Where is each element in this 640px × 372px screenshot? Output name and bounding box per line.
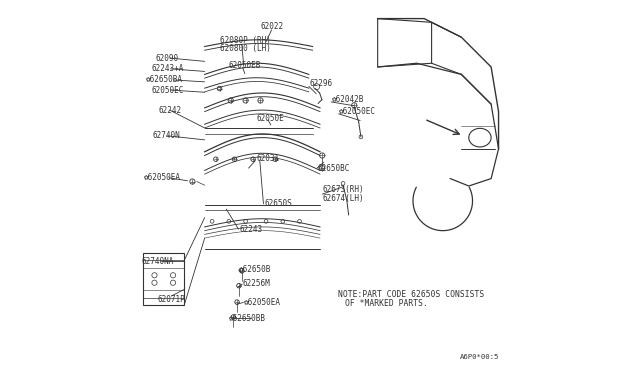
Text: A6P0*00:5: A6P0*00:5 <box>460 354 499 360</box>
Text: 62050E: 62050E <box>256 114 284 123</box>
Text: 62243: 62243 <box>239 225 262 234</box>
Text: 62050EC: 62050EC <box>151 86 184 94</box>
Text: 62243+A: 62243+A <box>151 64 184 73</box>
Text: ✿62650B: ✿62650B <box>239 265 271 274</box>
Text: ✿62050EA: ✿62050EA <box>244 298 281 307</box>
Text: 62650S: 62650S <box>264 199 292 208</box>
Text: ✿62650BB: ✿62650BB <box>228 314 266 323</box>
Text: 62673(RH): 62673(RH) <box>323 185 365 194</box>
Text: ✿62650BA: ✿62650BA <box>146 76 183 84</box>
Text: 62080P (RH): 62080P (RH) <box>220 36 271 45</box>
Text: 62740N: 62740N <box>152 131 180 140</box>
Text: ✿62050EC: ✿62050EC <box>339 107 376 116</box>
Text: ✿62050EA: ✿62050EA <box>143 173 180 182</box>
Text: OF *MARKED PARTS.: OF *MARKED PARTS. <box>346 299 428 308</box>
Text: 62650BC: 62650BC <box>318 164 350 173</box>
Text: 62242: 62242 <box>158 106 181 115</box>
Bar <box>143 253 184 305</box>
Text: 62674(LH): 62674(LH) <box>323 194 365 203</box>
Text: 62050EB: 62050EB <box>229 61 261 70</box>
Text: 62296: 62296 <box>310 79 333 88</box>
Text: 62740NA: 62740NA <box>141 257 174 266</box>
Text: 620800 (LH): 620800 (LH) <box>220 44 271 53</box>
Text: 62256M: 62256M <box>243 279 271 288</box>
Text: 62031: 62031 <box>256 154 279 163</box>
Text: 62022: 62022 <box>260 22 284 31</box>
Text: NOTE:PART CODE 62650S CONSISTS: NOTE:PART CODE 62650S CONSISTS <box>338 290 484 299</box>
Text: 62090: 62090 <box>156 54 179 62</box>
Text: 62071P: 62071P <box>157 295 185 304</box>
Text: ✿62042B: ✿62042B <box>332 95 364 104</box>
